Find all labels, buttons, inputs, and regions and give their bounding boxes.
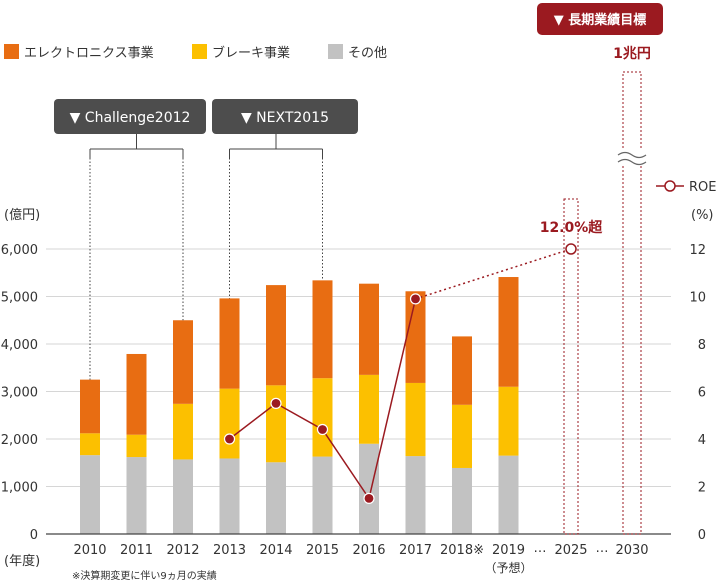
bar-segment — [80, 379, 100, 434]
bar-segment — [219, 388, 240, 459]
bar-segment — [498, 277, 519, 387]
legend-swatch — [4, 44, 19, 59]
x-tick-label: 2019 — [492, 543, 525, 558]
roe-point — [223, 433, 236, 445]
y-left-axis-label: (億円) — [4, 207, 40, 223]
bar-segment — [498, 386, 519, 456]
bar-segment — [173, 320, 193, 404]
bar-segment — [80, 433, 100, 456]
y-right-tick-label: 2 — [698, 481, 706, 496]
y-right-tick-label: 10 — [689, 291, 706, 306]
legend-swatch — [192, 44, 207, 59]
x-tick-label: 2011 — [120, 543, 153, 558]
roe-target-box — [563, 198, 579, 535]
y-right-tick-label: 8 — [698, 338, 706, 353]
plan-badge-label: ▼ Challenge2012 — [70, 110, 191, 126]
bar-segment — [266, 285, 286, 386]
legend-swatch — [328, 44, 343, 59]
bar-segment — [173, 403, 193, 460]
legend-label: ブレーキ事業 — [212, 45, 290, 61]
y-right-tick-label: 4 — [698, 433, 706, 448]
bar-segment — [498, 455, 519, 534]
y-left-tick-label: 4,000 — [1, 338, 38, 353]
x-tick-label: 2014 — [259, 543, 292, 558]
x-tick-label: 2030 — [615, 543, 648, 558]
x-tick-label: 2017 — [399, 543, 432, 558]
y-right-axis-label: (%) — [691, 208, 714, 223]
roe-projection-line — [415, 248, 572, 300]
x-ellipsis: … — [596, 541, 609, 556]
plan-badge — [54, 99, 206, 134]
axis-break-mark — [617, 158, 647, 166]
roe-target-point — [565, 243, 577, 255]
bar-segment — [312, 280, 333, 379]
bar-segment — [266, 385, 286, 463]
roe-point — [363, 492, 375, 504]
y-right-tick-label: 6 — [698, 386, 706, 401]
x-tick-label: 2012 — [166, 543, 199, 558]
bar-segment — [452, 336, 472, 405]
plan-badge-label: ▼ NEXT2015 — [241, 110, 329, 126]
bar-segment — [266, 462, 286, 534]
y-left-tick-label: 6,000 — [1, 243, 38, 258]
bar-segment — [80, 455, 100, 534]
axis-break-mask — [616, 150, 650, 166]
y-left-tick-label: 5,000 — [1, 291, 38, 306]
y-left-tick-label: 2,000 — [1, 433, 38, 448]
roe-legend-marker — [664, 180, 676, 192]
x-tick-label: 2018※ — [440, 543, 484, 558]
legend-label: エレクトロニクス事業 — [24, 45, 154, 61]
bar-segment — [219, 298, 240, 389]
x-ellipsis: … — [534, 541, 547, 556]
y-left-tick-label: 0 — [30, 528, 38, 543]
x-tick-label: 2016 — [352, 543, 385, 558]
y-right-tick-label: 0 — [698, 528, 706, 543]
bar-segment — [312, 456, 333, 534]
y-left-tick-label: 1,000 — [1, 481, 38, 496]
bar-segment — [405, 291, 426, 383]
bar-segment — [452, 467, 472, 534]
x-tick-label: 2015 — [306, 543, 339, 558]
bar-segment — [126, 434, 147, 458]
x-tick-label: 2013 — [213, 543, 246, 558]
footnote: ※決算期変更に伴い9ヵ月の実績 — [72, 571, 217, 582]
plan-badge — [212, 99, 358, 134]
x-axis-label: (年度) — [4, 553, 40, 569]
bar-segment — [126, 353, 147, 435]
roe-target-label: 12.0%超 — [540, 219, 604, 236]
bar-segment — [312, 378, 333, 457]
legend-label: その他 — [348, 46, 387, 61]
x-tick-sublabel: （予想） — [484, 560, 532, 575]
x-tick-label: 2025 — [554, 543, 587, 558]
target-value-label: 1兆円 — [613, 46, 651, 62]
bar-segment — [359, 374, 379, 444]
target-header-badge — [537, 3, 663, 35]
roe-point — [409, 293, 422, 305]
roe-point — [316, 423, 329, 436]
roe-point — [270, 397, 282, 409]
y-left-tick-label: 3,000 — [1, 386, 38, 401]
axis-break-mark — [617, 151, 647, 159]
bar-segment — [405, 382, 426, 457]
bar-segment — [452, 404, 472, 468]
roe-legend-label: ROE — [689, 180, 716, 195]
target-header-text: ▼ 長期業績目標 — [554, 12, 647, 28]
y-right-tick-label: 12 — [689, 243, 706, 258]
bar-segment — [219, 458, 240, 534]
bar-segment — [359, 443, 379, 534]
sales-target-box — [622, 71, 642, 535]
bar-segment — [405, 456, 426, 534]
x-tick-label: 2010 — [73, 543, 106, 558]
bar-segment — [126, 457, 147, 534]
bar-segment — [359, 283, 379, 375]
bar-segment — [173, 459, 193, 534]
